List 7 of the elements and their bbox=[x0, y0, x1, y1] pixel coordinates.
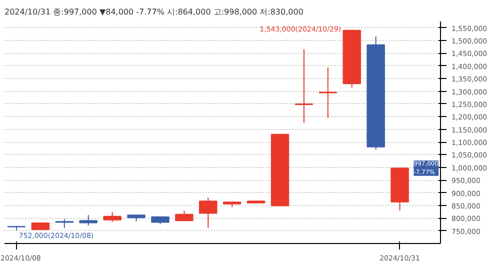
chart-title: 2024/10/31 종:997,000 ▼84,000 -7.77% 시:864,000 고:998,000 저:830,000 bbox=[4, 8, 304, 16]
candlestick bbox=[79, 214, 98, 226]
candlestick bbox=[318, 66, 338, 118]
candlestick bbox=[103, 212, 122, 222]
candlestick bbox=[199, 197, 218, 228]
candlestick bbox=[175, 210, 194, 222]
candlestick bbox=[294, 48, 314, 124]
